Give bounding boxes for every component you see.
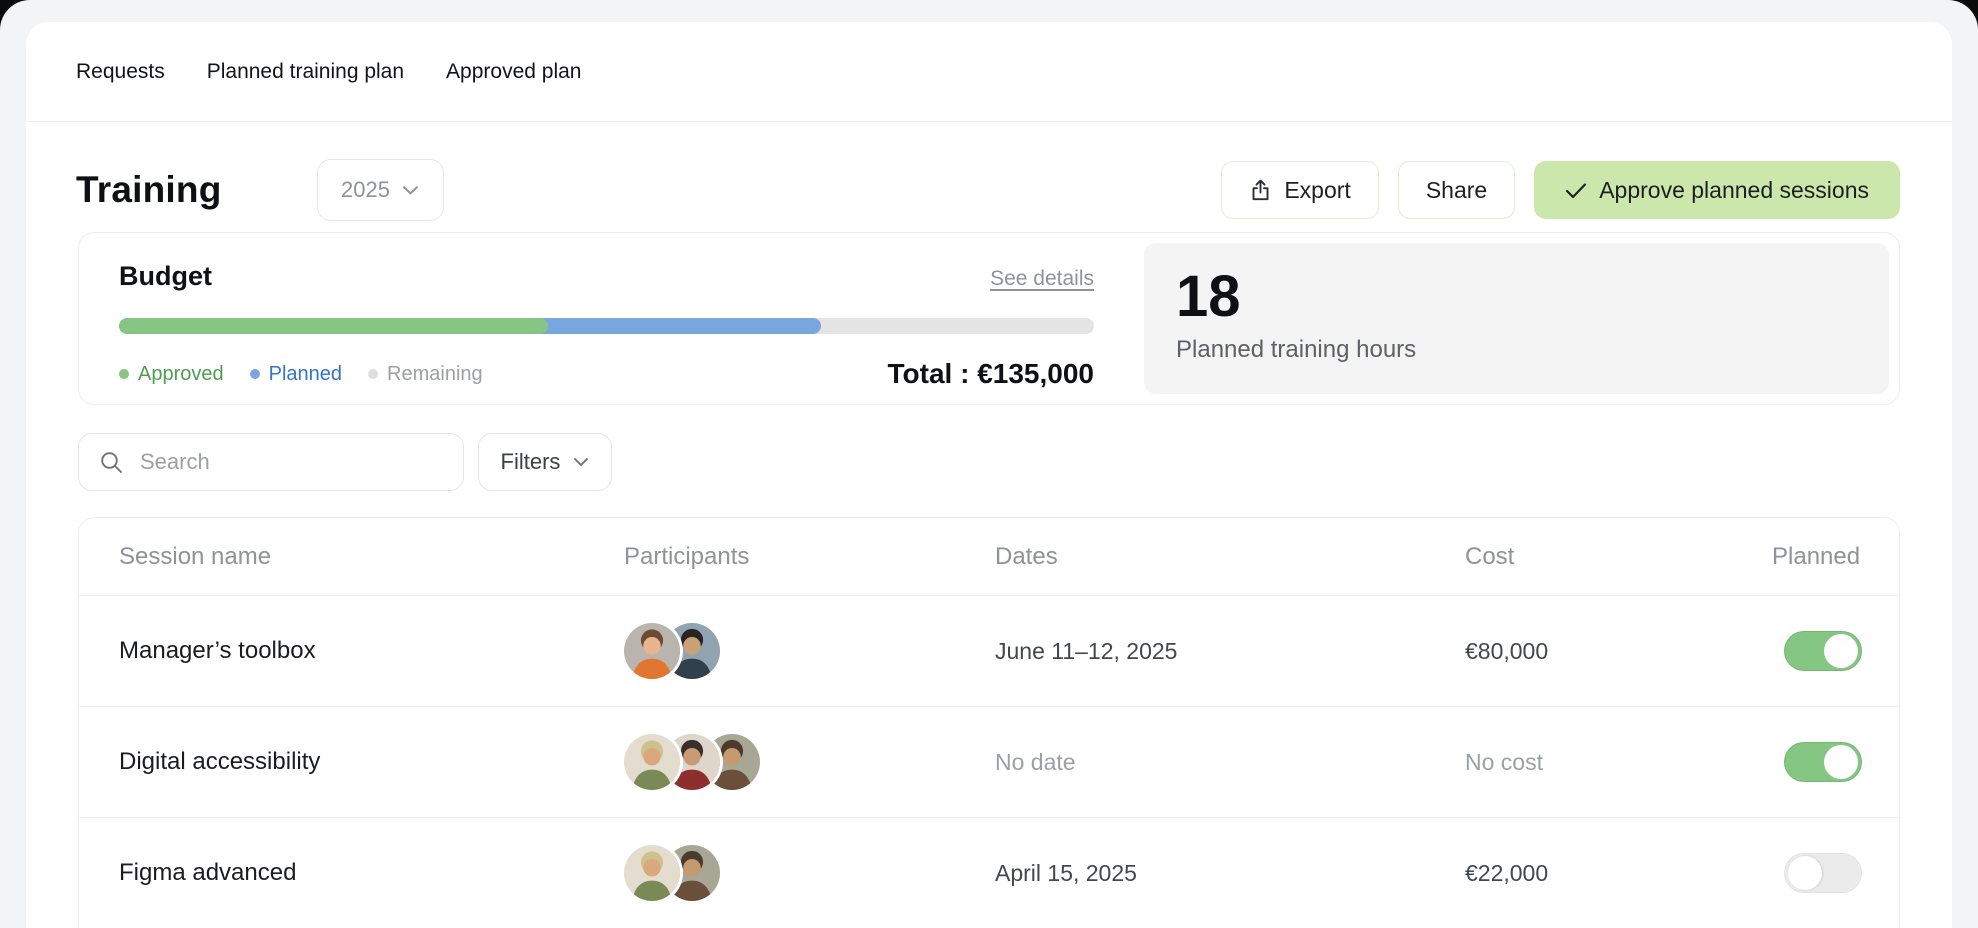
session-dates: June 11–12, 2025	[995, 637, 1178, 664]
tab-planned-training-plan[interactable]: Planned training plan	[206, 59, 405, 83]
participants-avatars	[584, 845, 955, 901]
planned-toggle[interactable]	[1784, 631, 1862, 671]
year-select-value: 2025	[341, 177, 390, 202]
avatar	[624, 623, 680, 679]
share-button[interactable]: Share	[1397, 161, 1516, 219]
legend-remaining: Remaining	[368, 363, 483, 386]
budget-legend: Approved Planned Remaining	[119, 363, 483, 386]
budget-card: Budget See details Approved	[78, 232, 1900, 405]
toggle-knob	[1824, 634, 1858, 668]
col-cost: Cost	[1465, 542, 1515, 570]
avatar	[624, 734, 680, 790]
share-label: Share	[1425, 176, 1488, 203]
planned-hours-label: Planned training hours	[1176, 335, 1417, 363]
search-box	[78, 433, 464, 491]
legend-approved-label: Approved	[138, 362, 224, 385]
legend-planned-label: Planned	[268, 362, 343, 385]
session-dates: April 15, 2025	[995, 859, 1137, 886]
export-icon	[1249, 178, 1272, 202]
search-icon	[99, 450, 124, 475]
progress-approved-segment	[119, 318, 548, 334]
filters-button[interactable]: Filters	[478, 433, 612, 491]
planned-hours-card: 18 Planned training hours	[1144, 243, 1889, 394]
planned-toggle[interactable]	[1784, 853, 1862, 893]
session-cost: No cost	[1465, 748, 1543, 775]
budget-section: Budget See details Approved	[79, 233, 1134, 404]
planned-cell	[1732, 742, 1899, 782]
year-select[interactable]: 2025	[316, 159, 444, 221]
legend-planned: Planned	[249, 362, 343, 386]
page-title: Training	[76, 169, 222, 210]
check-icon	[1565, 182, 1587, 199]
legend-approved: Approved	[119, 363, 224, 386]
session-cost: €22,000	[1465, 859, 1549, 886]
approved-dot-icon	[119, 369, 129, 379]
session-dates: No date	[995, 748, 1076, 775]
approve-label: Approve planned sessions	[1599, 176, 1869, 203]
search-input[interactable]	[140, 449, 443, 475]
col-participants: Participants	[624, 542, 750, 570]
planned-hours-value: 18	[1176, 264, 1241, 329]
see-details-link[interactable]: See details	[990, 267, 1094, 290]
export-button[interactable]: Export	[1221, 161, 1379, 219]
legend-remaining-label: Remaining	[387, 362, 483, 385]
header-actions: Export Share Approve planned sessions	[1221, 161, 1900, 219]
remaining-dot-icon	[368, 369, 379, 379]
page-header: Training 2025 Export Share	[26, 122, 1952, 232]
top-nav: Requests Planned training plan Approved …	[26, 22, 1952, 122]
planned-cell	[1732, 631, 1899, 671]
session-name: Figma advanced	[119, 859, 297, 886]
budget-total: Total : €135,000	[887, 358, 1094, 389]
planned-dot-icon	[249, 369, 260, 379]
chevron-down-icon	[402, 185, 419, 196]
table-row: Manager’s toolbox June 11–12, 2025 €80,0…	[79, 595, 1899, 706]
sessions-table: Session name Participants Dates Cost Pla…	[78, 517, 1900, 928]
export-label: Export	[1284, 176, 1351, 203]
avatar	[664, 623, 720, 679]
session-name: Digital accessibility	[119, 748, 321, 775]
toggle-knob	[1788, 856, 1822, 890]
planned-toggle[interactable]	[1784, 742, 1862, 782]
table-toolbar: Filters	[78, 433, 1900, 491]
planned-cell	[1732, 853, 1899, 893]
table-header-row: Session name Participants Dates Cost Pla…	[79, 518, 1899, 595]
tab-requests[interactable]: Requests	[76, 59, 165, 83]
toggle-knob	[1824, 745, 1858, 779]
tab-approved-plan[interactable]: Approved plan	[446, 59, 582, 83]
session-cost: €80,000	[1465, 637, 1549, 664]
col-session-name: Session name	[119, 542, 272, 570]
budget-progress-bar	[119, 318, 1094, 334]
col-planned: Planned	[1772, 542, 1861, 570]
table-row: Figma advanced April 15, 2025 €22,000	[79, 817, 1899, 928]
table-row: Digital accessibility No date No cost	[79, 706, 1899, 817]
budget-title: Budget	[119, 261, 212, 291]
approve-planned-sessions-button[interactable]: Approve planned sessions	[1534, 161, 1900, 219]
avatar	[624, 845, 680, 901]
chevron-down-icon	[573, 457, 589, 467]
main-panel: Requests Planned training plan Approved …	[26, 22, 1952, 928]
col-dates: Dates	[995, 542, 1058, 570]
participants-avatars	[584, 734, 955, 790]
session-name: Manager’s toolbox	[119, 637, 316, 664]
participants-avatars	[584, 623, 955, 679]
filters-label: Filters	[500, 449, 561, 474]
